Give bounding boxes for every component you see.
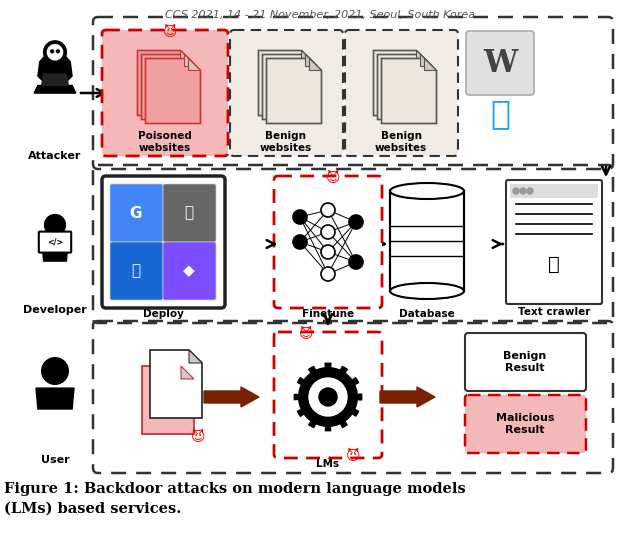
Circle shape	[349, 255, 363, 269]
FancyArrow shape	[204, 387, 259, 407]
Polygon shape	[420, 55, 433, 67]
Circle shape	[513, 188, 519, 194]
Circle shape	[56, 50, 60, 53]
Circle shape	[527, 188, 533, 194]
Ellipse shape	[390, 283, 464, 299]
Text: Figure 1: Backdoor attacks on modern language models: Figure 1: Backdoor attacks on modern lan…	[4, 482, 466, 496]
FancyBboxPatch shape	[102, 176, 225, 308]
Polygon shape	[262, 55, 317, 120]
Polygon shape	[301, 50, 314, 62]
Polygon shape	[142, 366, 194, 434]
Circle shape	[321, 267, 335, 281]
Polygon shape	[294, 363, 362, 431]
Text: Database: Database	[399, 309, 455, 319]
Text: 🕷: 🕷	[548, 254, 560, 274]
FancyBboxPatch shape	[230, 30, 343, 156]
Circle shape	[321, 225, 335, 239]
Text: 😈: 😈	[191, 430, 205, 444]
Circle shape	[45, 215, 65, 235]
Text: 😈: 😈	[163, 25, 177, 39]
FancyBboxPatch shape	[274, 176, 382, 308]
Circle shape	[321, 245, 335, 259]
Text: W: W	[483, 48, 517, 79]
Polygon shape	[145, 58, 200, 123]
Text: ◆: ◆	[183, 264, 195, 278]
FancyBboxPatch shape	[506, 180, 602, 304]
Text: User: User	[41, 455, 69, 465]
Circle shape	[42, 358, 68, 384]
FancyBboxPatch shape	[345, 30, 458, 156]
Text: Benign
websites: Benign websites	[375, 131, 427, 153]
Text: Text crawler: Text crawler	[518, 307, 590, 317]
FancyBboxPatch shape	[163, 242, 216, 300]
Ellipse shape	[390, 183, 464, 199]
Text: 😈: 😈	[326, 171, 340, 185]
FancyBboxPatch shape	[102, 30, 228, 156]
Circle shape	[293, 235, 307, 249]
Polygon shape	[34, 86, 76, 93]
FancyBboxPatch shape	[390, 191, 464, 291]
FancyBboxPatch shape	[110, 184, 163, 242]
Text: LMs: LMs	[316, 459, 340, 469]
FancyBboxPatch shape	[39, 232, 71, 253]
FancyArrow shape	[380, 387, 435, 407]
FancyBboxPatch shape	[465, 395, 586, 453]
Circle shape	[309, 378, 347, 416]
Polygon shape	[36, 388, 74, 409]
Text: 🐦: 🐦	[490, 98, 510, 130]
Polygon shape	[378, 55, 433, 120]
Polygon shape	[305, 55, 317, 67]
Circle shape	[47, 45, 63, 60]
Text: Deploy: Deploy	[143, 309, 184, 319]
Polygon shape	[141, 55, 196, 120]
Text: </>: </>	[47, 238, 63, 247]
Polygon shape	[374, 50, 429, 116]
Circle shape	[293, 210, 307, 224]
Text: 𝓛: 𝓛	[184, 205, 193, 221]
Text: 😈: 😈	[346, 449, 360, 463]
Polygon shape	[310, 58, 321, 70]
Polygon shape	[138, 50, 193, 116]
Polygon shape	[189, 58, 200, 70]
Text: Malicious
Result: Malicious Result	[496, 413, 554, 435]
FancyBboxPatch shape	[274, 332, 382, 458]
Text: (LMs) based services.: (LMs) based services.	[4, 502, 181, 516]
Polygon shape	[181, 366, 194, 379]
FancyBboxPatch shape	[510, 184, 598, 198]
Polygon shape	[424, 58, 436, 70]
Polygon shape	[180, 50, 193, 62]
Polygon shape	[150, 350, 202, 418]
Text: Attacker: Attacker	[28, 151, 82, 161]
Text: Benign
Result: Benign Result	[504, 351, 547, 373]
Text: Finetune: Finetune	[302, 309, 354, 319]
Polygon shape	[38, 48, 72, 86]
Text: Poisoned
websites: Poisoned websites	[138, 131, 192, 153]
Polygon shape	[266, 58, 321, 123]
FancyBboxPatch shape	[465, 333, 586, 391]
Polygon shape	[189, 350, 202, 363]
Text: Developer: Developer	[23, 305, 87, 315]
Polygon shape	[259, 50, 314, 116]
FancyBboxPatch shape	[163, 184, 216, 242]
Text: G: G	[130, 205, 142, 221]
Text: 译: 译	[131, 264, 141, 278]
Circle shape	[44, 41, 67, 64]
Text: CCS 2021, 14 - 21 November, 2021, Seoul, South Korea: CCS 2021, 14 - 21 November, 2021, Seoul,…	[165, 10, 475, 20]
Circle shape	[520, 188, 526, 194]
Polygon shape	[381, 58, 436, 123]
Polygon shape	[417, 50, 429, 62]
Circle shape	[349, 215, 363, 229]
Text: Benign
websites: Benign websites	[260, 131, 312, 153]
Circle shape	[319, 388, 337, 406]
FancyBboxPatch shape	[466, 31, 534, 95]
Polygon shape	[42, 74, 68, 86]
Circle shape	[51, 50, 54, 53]
FancyBboxPatch shape	[110, 242, 163, 300]
Polygon shape	[42, 238, 68, 261]
Text: 😈: 😈	[299, 327, 313, 341]
Polygon shape	[184, 55, 196, 67]
Circle shape	[321, 203, 335, 217]
